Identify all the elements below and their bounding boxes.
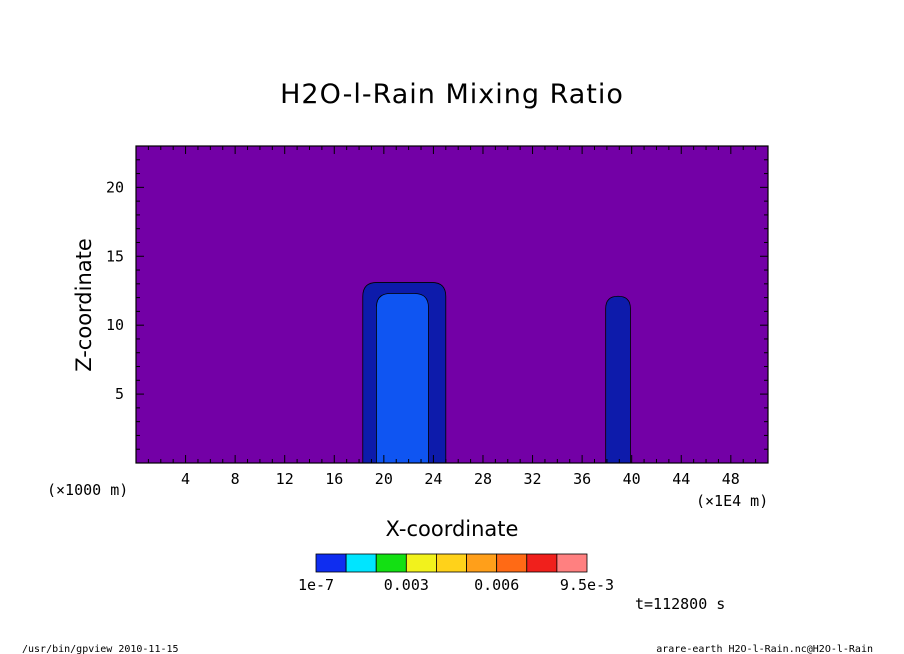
x-unit-left-label: (×1000 m) [47,481,128,499]
x-tick-label: 28 [474,470,492,488]
chart-title: H2O-l-Rain Mixing Ratio [280,79,624,110]
field-background [136,146,768,463]
y-tick-label: 20 [106,178,124,196]
colorbar-swatch [556,553,588,573]
colorbar-swatch [436,553,467,573]
x-tick-label: 24 [424,470,442,488]
x-tick-label: 36 [573,470,591,488]
cloud-column-1-core [376,293,429,464]
colorbar: 1e-7 0.003 0.006 9.5e-3 [298,553,614,594]
colorbar-label: 9.5e-3 [560,576,614,594]
x-tick-label: 8 [231,470,240,488]
x-tick-label: 16 [325,470,343,488]
colorbar-label: 0.003 [384,576,429,594]
y-axis-title: Z-coordinate [72,238,96,372]
colorbar-swatch [345,553,377,573]
footer-left: /usr/bin/gpview 2010-11-15 [22,644,179,654]
time-label: t=112800 s [635,595,725,613]
cloud-column-2 [605,295,631,464]
x-tick-label: 44 [672,470,690,488]
x-tick-label: 4 [181,470,190,488]
x-tick-label: 48 [722,470,740,488]
x-tick-label: 32 [524,470,542,488]
colorbar-swatch [496,553,528,573]
x-unit-right-label: (×1E4 m) [696,492,768,510]
colorbar-swatch [375,553,407,573]
colorbar-swatch [526,553,558,573]
footer-right: arare-earth_H2O-l-Rain.nc@H2O-l-Rain [656,644,873,654]
colorbar-swatch [315,553,347,573]
y-tick-label: 15 [106,247,124,265]
colorbar-swatch [466,553,498,573]
x-tick-label: 20 [375,470,393,488]
axis-ticks [136,146,768,463]
colorbar-label: 0.006 [474,576,519,594]
plot-frame [135,145,769,464]
y-tick-label: 10 [106,316,124,334]
plot-area [135,145,769,464]
cloud-regions [362,282,631,464]
x-tick-label: 40 [623,470,641,488]
colorbar-label: 1e-7 [298,576,334,594]
y-tick-label: 5 [115,385,124,403]
x-axis-title: X-coordinate [386,517,519,541]
colorbar-swatch [405,553,437,573]
x-tick-label: 12 [276,470,294,488]
